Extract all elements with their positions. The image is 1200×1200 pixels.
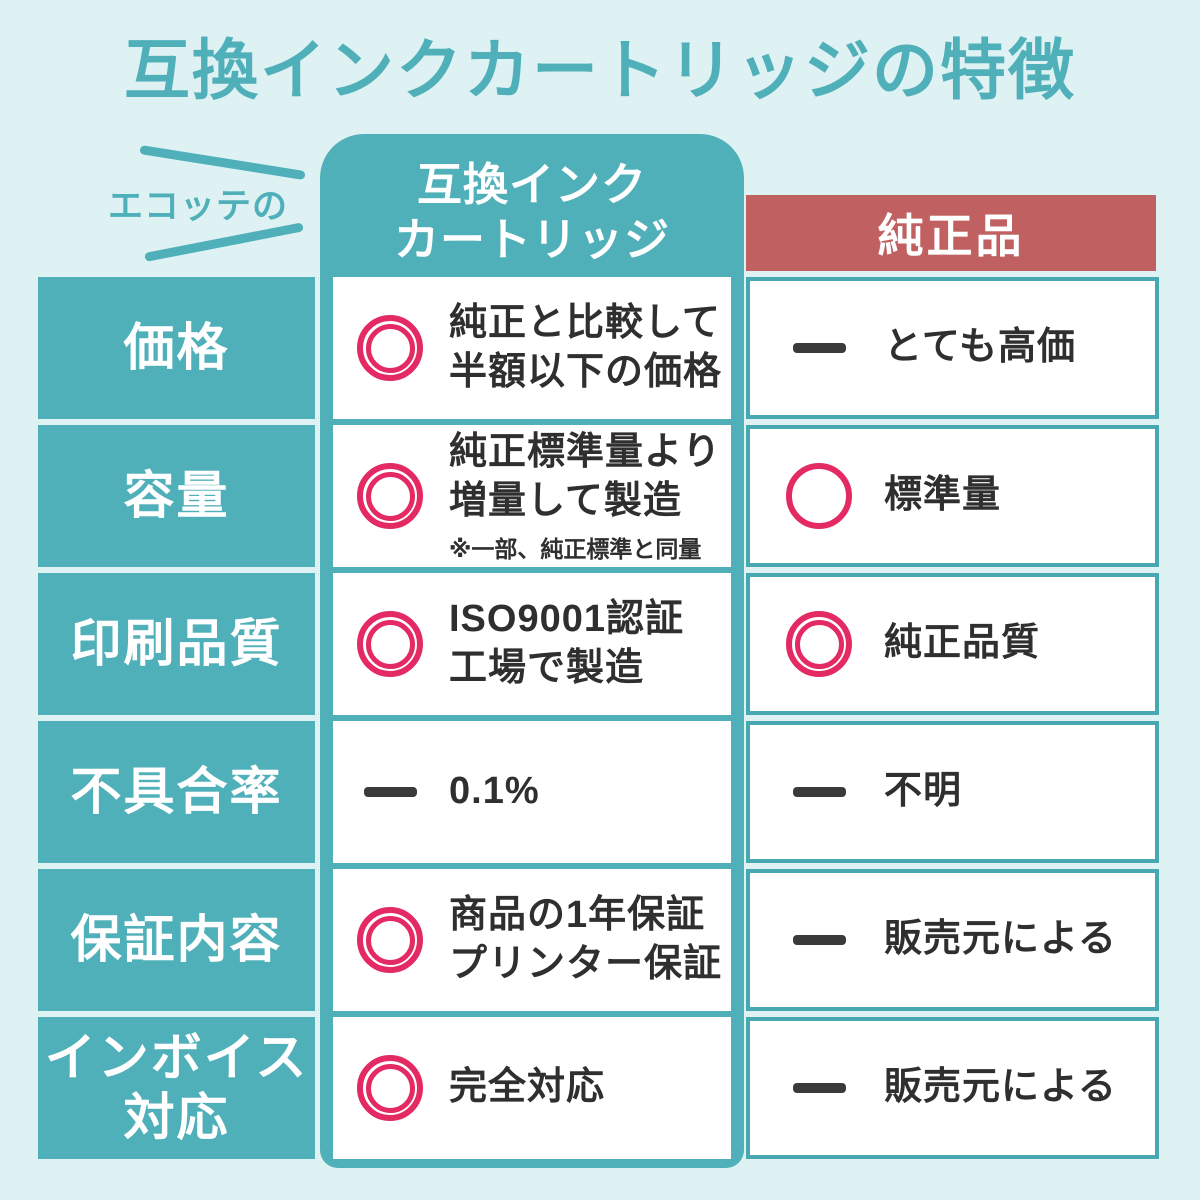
double-circle-icon — [357, 1055, 423, 1121]
row-label-defect-rate: 不具合率 — [38, 721, 315, 863]
genuine-cell-invoice: 販売元による — [746, 1017, 1159, 1159]
genuine-cell-text: 標準量 — [884, 474, 1002, 517]
double-circle-icon — [357, 907, 423, 973]
genuine-cell-text: 不明 — [884, 770, 963, 813]
dash-icon — [786, 759, 852, 825]
compat-cell-invoice: 完全対応 — [333, 1017, 731, 1159]
dash-icon — [786, 315, 852, 381]
circle-icon — [786, 463, 852, 529]
genuine-cell-capacity: 標準量 — [746, 425, 1159, 567]
brand-callout: エコッテの — [105, 140, 320, 275]
genuine-cell-print-quality: 純正品質 — [746, 573, 1159, 715]
compat-cell-print-quality: ISO9001認証 工場で製造 — [333, 573, 731, 715]
compat-cell-text: ISO9001認証 工場で製造 — [449, 597, 684, 689]
compat-cell-text: 純正と比較して 半額以下の価格 — [449, 301, 723, 393]
compat-cell-text: 完全対応 — [449, 1066, 606, 1109]
dash-icon — [786, 1055, 852, 1121]
genuine-cell-text: 販売元による — [884, 1066, 1117, 1109]
row-label-invoice: インボイス 対応 — [38, 1017, 315, 1159]
genuine-cell-defect-rate: 不明 — [746, 721, 1159, 863]
page-title: 互換インクカートリッジの特徴 — [124, 33, 1076, 107]
compat-cell-defect-rate: 0.1% — [333, 721, 731, 863]
compat-cell-note: ※一部、純正標準と同量 — [449, 536, 702, 563]
compat-cell-textgroup: 純正標準量より 増量して製造 ※一部、純正標準と同量 — [449, 428, 721, 565]
compat-column-header: 互換インク カートリッジ — [393, 159, 670, 265]
double-circle-icon — [357, 463, 423, 529]
compat-cell-price: 純正と比較して 半額以下の価格 — [333, 277, 731, 419]
compat-cell-warranty: 商品の1年保証 プリンター保証 — [333, 869, 731, 1011]
compat-cell-text: 0.1% — [449, 770, 540, 813]
compat-cell-capacity: 純正標準量より 増量して製造 ※一部、純正標準と同量 — [333, 425, 731, 567]
double-circle-icon — [357, 611, 423, 677]
row-label-print-quality: 印刷品質 — [38, 573, 315, 715]
compat-cell-text: 商品の1年保証 プリンター保証 — [449, 893, 723, 985]
genuine-cell-warranty: 販売元による — [746, 869, 1159, 1011]
genuine-column-header: 純正品 — [746, 195, 1156, 271]
brand-label: エコッテの — [108, 187, 289, 226]
row-label-warranty: 保証内容 — [38, 869, 315, 1011]
genuine-cell-text: とても高価 — [884, 326, 1076, 369]
dash-icon — [786, 907, 852, 973]
genuine-cell-text: 販売元による — [884, 918, 1117, 961]
double-circle-icon — [357, 315, 423, 381]
compat-cell-text: 純正標準量より 増量して製造 — [449, 430, 722, 522]
genuine-cell-price: とても高価 — [746, 277, 1159, 419]
dash-icon — [357, 759, 423, 825]
emphasis-line-top-icon — [139, 145, 306, 181]
genuine-cell-text: 純正品質 — [884, 622, 1041, 665]
row-label-capacity: 容量 — [38, 425, 315, 567]
row-label-price: 価格 — [38, 277, 315, 419]
double-circle-icon — [786, 611, 852, 677]
